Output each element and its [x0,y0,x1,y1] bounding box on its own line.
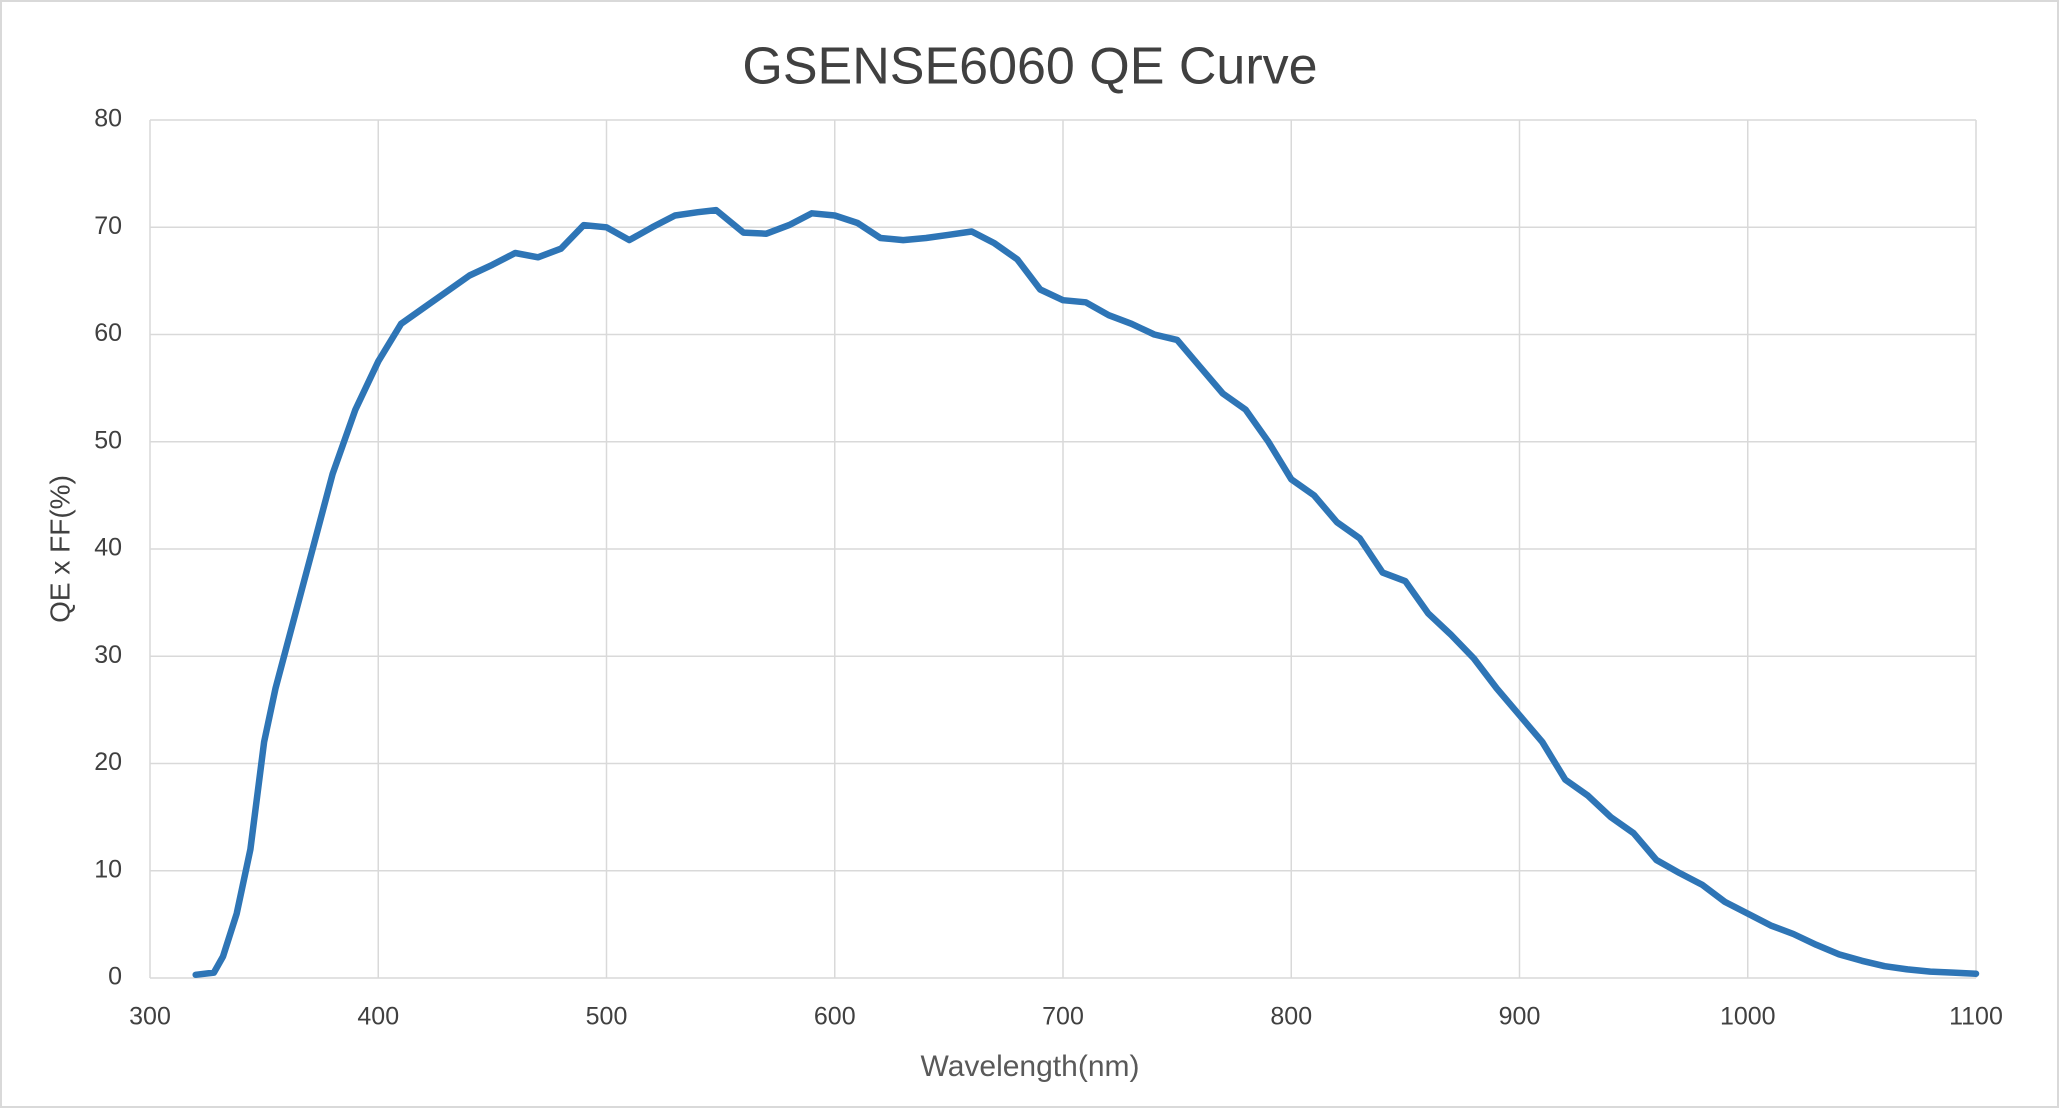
y-axis-label: QE x FF(%) [44,475,75,623]
y-tick-label: 50 [94,426,122,454]
y-tick-label: 80 [94,105,122,133]
chart-title: GSENSE6060 QE Curve [742,38,1317,96]
x-tick-label: 1100 [1949,1003,2003,1031]
x-tick-label: 800 [1270,1003,1312,1031]
y-tick-label: 30 [94,641,122,669]
y-tick-label: 70 [94,212,122,240]
data-line [192,206,1980,979]
x-tick-label: 300 [129,1003,171,1031]
y-tick-label: 20 [94,748,122,776]
x-tick-label: 900 [1499,1003,1541,1031]
x-axis-label: Wavelength(nm) [921,1050,1140,1083]
y-tick-label: 0 [108,963,122,991]
y-tick-label: 60 [94,319,122,347]
x-tick-label: 1000 [1720,1003,1776,1031]
x-tick-label: 700 [1042,1003,1084,1031]
x-tick-label: 500 [586,1003,628,1031]
y-tick-label: 10 [94,855,122,883]
x-tick-label: 400 [357,1003,399,1031]
y-tick-label: 40 [94,534,122,562]
x-tick-label: 600 [814,1003,856,1031]
